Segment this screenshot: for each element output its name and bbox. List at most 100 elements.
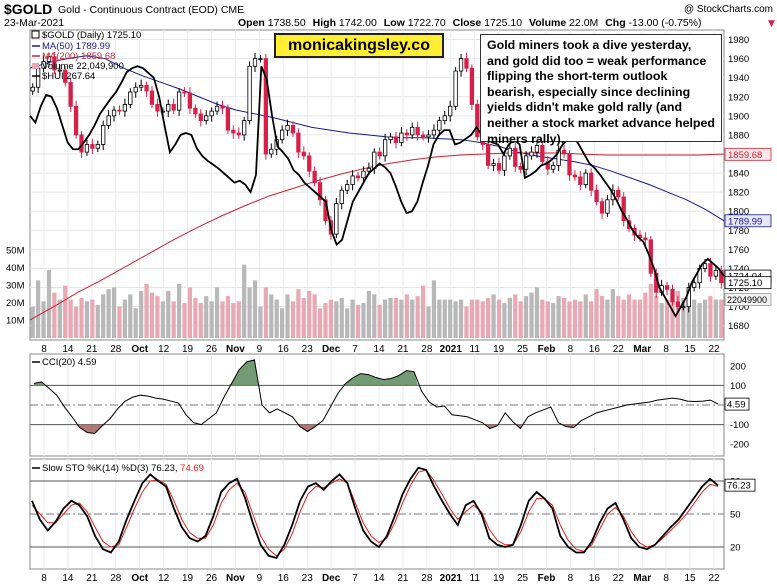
sto-k-line	[31, 466, 719, 560]
volume-bar	[681, 297, 686, 338]
volume-bar	[95, 304, 100, 338]
change-down-arrow: ▼	[768, 19, 775, 29]
sto-layer	[30, 466, 724, 560]
candle	[404, 129, 409, 141]
annotation-box: Gold miners took a dive yesterday, and g…	[480, 34, 722, 146]
candle	[296, 128, 301, 158]
candle	[551, 161, 556, 174]
candle	[518, 162, 523, 174]
cci-line	[33, 359, 719, 434]
candle	[198, 109, 203, 127]
candle	[621, 192, 626, 227]
volume-bar	[101, 294, 106, 338]
volume-bar	[469, 299, 474, 338]
volume-bar	[513, 294, 518, 338]
candle	[529, 146, 534, 160]
candle	[605, 195, 610, 217]
price-tick-label: 1940	[728, 73, 749, 84]
volume-bar	[166, 290, 171, 338]
volume-bar	[719, 299, 724, 338]
volume-bar	[312, 294, 317, 338]
last-price-tag-box	[724, 276, 772, 290]
x-tick-label: Mar	[633, 344, 651, 355]
volume-bar	[252, 280, 258, 338]
volume-bar	[545, 301, 550, 338]
x-tick-label: 9	[257, 573, 263, 584]
volume-bar	[702, 299, 708, 338]
x-tick-label: 16	[589, 344, 601, 355]
sto-tag-box	[724, 478, 756, 492]
volume-bar	[659, 303, 664, 338]
candle	[345, 179, 350, 195]
volume-bar	[128, 294, 133, 338]
candle	[252, 52, 258, 72]
candle	[675, 296, 681, 313]
candle	[599, 197, 605, 219]
candle	[290, 121, 296, 137]
volume-bar	[393, 297, 399, 338]
volume-bars	[30, 264, 724, 338]
candle	[561, 144, 567, 158]
price-tick-label: 1700	[728, 302, 749, 313]
candle	[263, 53, 268, 160]
candle	[567, 150, 572, 181]
sto-tag: 76.23	[727, 481, 751, 492]
legend-volume: Volume 22,049,900	[42, 61, 124, 72]
cci-extreme-fill	[75, 424, 107, 434]
cci-extreme-fill	[34, 381, 46, 386]
cci-tick-label: -100	[730, 420, 749, 431]
volume-bar	[529, 292, 534, 338]
x-tick-label: 21	[86, 344, 98, 355]
x-tick-label: 25	[517, 573, 529, 584]
sto-legend: Slow STO %K(14) %D(3) 76.23, 74.69	[32, 463, 204, 474]
volume-bar	[236, 301, 241, 338]
volume-bar	[431, 280, 437, 338]
candle	[458, 53, 464, 77]
volume-bar	[670, 296, 675, 338]
candle	[540, 140, 545, 166]
volume-bar	[713, 299, 718, 338]
volume-bar	[323, 303, 328, 338]
candle	[719, 265, 724, 289]
volume-bar	[523, 296, 529, 338]
x-tick-label: 26	[206, 344, 218, 355]
volume-bar	[220, 301, 225, 338]
candle	[448, 100, 453, 122]
volume-bar	[664, 299, 670, 338]
volume-bar	[79, 297, 84, 338]
candle	[361, 166, 366, 184]
candle	[63, 66, 68, 87]
volume-bar	[90, 299, 95, 338]
candle	[415, 121, 420, 141]
legend-ma50: MA(50) 1789.99	[42, 41, 110, 52]
volume-bar	[301, 297, 306, 338]
candle	[122, 98, 128, 117]
x-tick-label: 11	[470, 344, 481, 355]
x-tick-label: 23	[302, 573, 314, 584]
sto-tick-label: 50	[730, 510, 741, 521]
volume-bar	[46, 269, 52, 338]
cci-extreme-fill	[296, 424, 319, 432]
x-tick-label: 28	[110, 344, 122, 355]
header-date: 23-Mar-2021	[4, 17, 64, 29]
volume-bar	[111, 287, 117, 338]
volume-bar	[643, 292, 648, 338]
volume-bar	[36, 280, 41, 338]
price-tick-label: 1740	[728, 264, 749, 275]
volume-bar	[621, 299, 626, 338]
volume-bar	[41, 301, 46, 338]
candle	[133, 82, 138, 98]
x-tick-label: 2021	[440, 344, 463, 355]
hui-line-layer	[29, 65, 725, 318]
candle	[431, 124, 437, 139]
volume-bar	[610, 289, 615, 338]
ma50-line	[29, 55, 725, 222]
cci-tick-label: 200	[730, 361, 746, 372]
candle	[713, 266, 719, 280]
candle	[187, 87, 193, 114]
hui-line	[29, 65, 725, 318]
volume-bar	[448, 299, 453, 338]
volume-bar	[480, 301, 485, 338]
x-tick-label: 21	[86, 573, 98, 584]
candle	[453, 67, 458, 111]
